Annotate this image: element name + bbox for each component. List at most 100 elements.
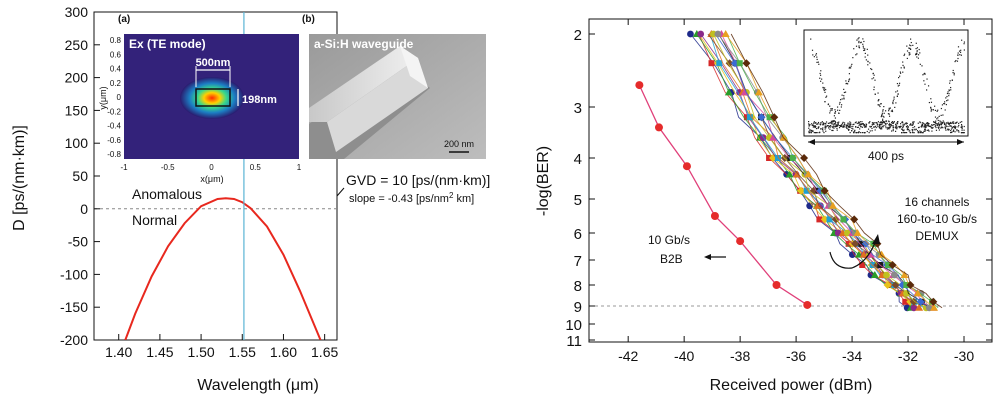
left-y-tick-label: -150 bbox=[60, 299, 88, 315]
eye-sample bbox=[892, 102, 894, 105]
eye-sample bbox=[874, 93, 876, 95]
eye-sample bbox=[906, 125, 909, 127]
eye-sample bbox=[828, 125, 830, 127]
eye-sample bbox=[832, 126, 834, 129]
eye-sample bbox=[919, 52, 921, 54]
eye-sample bbox=[943, 122, 945, 125]
eye-sample bbox=[845, 126, 847, 128]
eye-sample bbox=[850, 125, 852, 128]
eye-sample bbox=[913, 121, 915, 123]
eye-sample bbox=[849, 126, 851, 129]
eye-sample bbox=[875, 126, 877, 129]
eye-sample bbox=[819, 124, 822, 126]
eye-sample bbox=[957, 52, 959, 54]
eye-sample bbox=[868, 132, 870, 134]
inset-a-x-tick-label: -1 bbox=[120, 163, 128, 172]
eye-sample bbox=[918, 48, 920, 51]
right-plot-frame bbox=[588, 18, 993, 343]
eye-sample bbox=[932, 124, 935, 126]
eye-sample bbox=[934, 109, 937, 112]
eye-diagram-frame bbox=[803, 29, 969, 137]
eye-sample bbox=[901, 128, 903, 130]
demux-data-point bbox=[883, 281, 892, 289]
eye-sample bbox=[915, 54, 917, 56]
eye-sample bbox=[923, 130, 925, 132]
eye-sample bbox=[939, 120, 941, 122]
eye-sample bbox=[946, 92, 949, 95]
eye-sample bbox=[841, 123, 843, 126]
eye-sample bbox=[816, 123, 818, 125]
eye-sample bbox=[852, 123, 854, 126]
eye-sample bbox=[912, 126, 914, 129]
eye-sample bbox=[836, 125, 838, 128]
eye-sample bbox=[864, 126, 866, 128]
eye-sample bbox=[888, 120, 890, 122]
eye-sample bbox=[907, 126, 909, 128]
eye-sample bbox=[865, 126, 867, 128]
eye-sample bbox=[963, 43, 965, 45]
eye-sample bbox=[956, 129, 958, 131]
eye-sample bbox=[825, 127, 827, 129]
eye-sample bbox=[811, 123, 813, 125]
eye-sample bbox=[915, 48, 917, 50]
eye-sample bbox=[847, 128, 849, 130]
eye-sample bbox=[846, 82, 848, 84]
demux-data-point bbox=[902, 298, 909, 305]
eye-sample bbox=[852, 57, 854, 59]
eye-sample bbox=[958, 131, 960, 133]
eye-sample bbox=[917, 122, 919, 124]
eye-sample bbox=[829, 112, 831, 114]
eye-sample bbox=[834, 110, 837, 113]
demux-data-point bbox=[883, 271, 890, 279]
eye-sample bbox=[808, 124, 810, 126]
b2b-data-point bbox=[772, 281, 781, 289]
demux-data-point bbox=[916, 297, 925, 306]
eye-sample bbox=[838, 127, 841, 129]
eye-sample bbox=[899, 75, 901, 77]
eye-sample bbox=[815, 121, 817, 124]
eye-sample bbox=[899, 127, 901, 129]
eye-sample bbox=[944, 101, 946, 103]
eye-sample bbox=[909, 124, 911, 126]
inset-a-y-tick-label: 0.6 bbox=[110, 50, 122, 59]
eye-sample bbox=[909, 47, 911, 49]
eye-sample bbox=[823, 88, 825, 90]
eye-sample bbox=[829, 105, 831, 107]
eye-sample bbox=[853, 48, 855, 50]
eye-sample bbox=[948, 89, 950, 91]
right-x-axis-label: Received power (dBm) bbox=[710, 377, 873, 394]
inset-sem-image: a-Si:H waveguide (b) 200 nm bbox=[302, 14, 486, 159]
eye-sample bbox=[889, 124, 891, 126]
eye-sample bbox=[824, 128, 826, 130]
eye-sample bbox=[822, 130, 824, 132]
eye-sample bbox=[834, 120, 836, 122]
eye-sample bbox=[944, 128, 947, 130]
eye-sample bbox=[903, 53, 906, 55]
right-x-tick-label: -38 bbox=[730, 348, 750, 364]
eye-sample bbox=[837, 124, 839, 126]
demux-data-point bbox=[930, 303, 939, 311]
eye-sample bbox=[813, 125, 815, 127]
eye-sample bbox=[859, 121, 861, 123]
eye-sample bbox=[945, 125, 947, 128]
eye-sample bbox=[837, 109, 839, 111]
eye-sample bbox=[926, 122, 928, 124]
eye-sample bbox=[834, 121, 837, 123]
left-x-tick-label: 1.45 bbox=[146, 344, 173, 360]
eye-sample bbox=[873, 74, 875, 76]
demux-data-point bbox=[724, 88, 733, 96]
eye-sample bbox=[943, 103, 945, 105]
eye-sample bbox=[853, 130, 856, 132]
eye-sample bbox=[948, 95, 950, 97]
demux-data-point bbox=[797, 186, 806, 195]
eye-sample bbox=[902, 121, 904, 124]
demux-data-point bbox=[746, 114, 753, 121]
eye-sample bbox=[947, 125, 949, 128]
eye-sample bbox=[850, 67, 852, 69]
inset-b-label: (b) bbox=[302, 14, 315, 25]
left-y-tick-label: -50 bbox=[68, 234, 88, 250]
eye-sample bbox=[907, 127, 909, 129]
eye-sample bbox=[822, 128, 824, 131]
eye-sample bbox=[891, 109, 893, 111]
eye-sample bbox=[960, 126, 962, 128]
